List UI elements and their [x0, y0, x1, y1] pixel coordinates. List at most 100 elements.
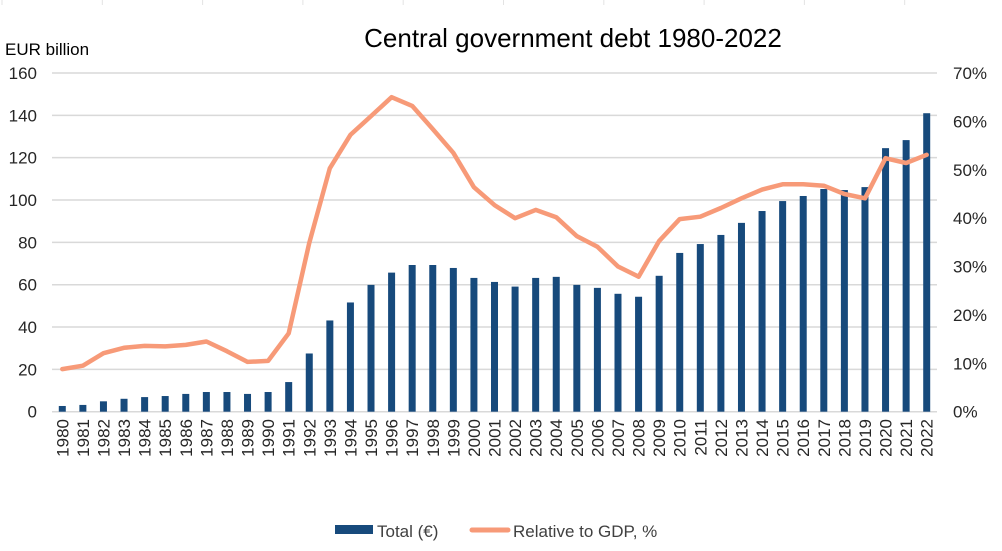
- top-tick-marks: [1, 0, 906, 5]
- bar-2022: [923, 113, 931, 412]
- bar-2017: [820, 189, 828, 412]
- bar-2012: [717, 234, 725, 412]
- x-tick-label: 2015: [774, 419, 793, 457]
- bar-1983: [120, 398, 128, 412]
- bar-2014: [758, 211, 766, 412]
- x-tick-label: 1986: [177, 419, 196, 457]
- x-tick-label: 1997: [403, 419, 422, 457]
- y2-tick-label: 0%: [953, 403, 978, 422]
- y2-tick-label: 50%: [953, 161, 987, 180]
- bar-2013: [737, 222, 745, 412]
- x-tick-label: 2021: [897, 419, 916, 457]
- y-tick-label: 120: [9, 149, 37, 168]
- x-tick-label: 2002: [506, 419, 525, 457]
- y-tick-label: 100: [9, 191, 37, 210]
- x-tick-label: 1996: [383, 419, 402, 457]
- bar-2019: [861, 187, 869, 412]
- bar-1992: [305, 353, 313, 412]
- bar-2011: [696, 244, 704, 412]
- bar-1999: [449, 267, 457, 412]
- x-tick-label: 1990: [259, 419, 278, 457]
- y-tick-label: 40: [18, 318, 37, 337]
- x-axis-ticks: 1980 1981 1982 1983 1984 1985 1986 1987 1988 1989…: [53, 419, 936, 457]
- y-tick-label: 20: [18, 360, 37, 379]
- bar-2008: [635, 296, 643, 412]
- x-tick-label: 1993: [321, 419, 340, 457]
- y2-tick-label: 20%: [953, 306, 987, 325]
- bar-1997: [408, 265, 416, 412]
- x-tick-label: 1987: [197, 419, 216, 457]
- y-tick-label: 140: [9, 106, 37, 125]
- y-tick-label: 0: [28, 403, 37, 422]
- legend-swatch-total: [335, 525, 373, 534]
- x-tick-label: 1983: [115, 419, 134, 457]
- left-axis-ticks: 0 20 40 60 80 100 120 140 160: [9, 64, 37, 422]
- bar-1994: [346, 302, 354, 412]
- x-tick-label: 2011: [691, 419, 710, 456]
- x-tick-label: 2004: [547, 419, 566, 457]
- x-tick-label: 2014: [753, 419, 772, 457]
- x-tick-label: 2001: [486, 419, 505, 457]
- bar-2016: [799, 195, 807, 412]
- x-tick-label: 1992: [300, 419, 319, 457]
- bar-2003: [532, 277, 540, 412]
- y2-tick-label: 70%: [953, 64, 987, 83]
- x-tick-label: 2020: [877, 419, 896, 457]
- x-tick-label: 2022: [918, 419, 937, 457]
- bar-2002: [511, 286, 519, 412]
- bar-2007: [614, 293, 622, 412]
- bar-2001: [491, 281, 498, 412]
- y2-tick-label: 10%: [953, 354, 987, 373]
- x-tick-label: 1984: [136, 419, 155, 457]
- bar-1989: [244, 393, 252, 412]
- x-tick-label: 1985: [156, 419, 175, 457]
- bar-1986: [182, 393, 190, 412]
- x-tick-label: 2008: [630, 419, 649, 457]
- x-tick-label: 2003: [527, 419, 546, 457]
- bar-2005: [573, 284, 581, 412]
- x-tick-label: 2018: [835, 419, 854, 457]
- bar-2018: [840, 190, 848, 412]
- y-tick-label: 160: [9, 64, 37, 83]
- x-tick-label: 2012: [712, 419, 731, 457]
- x-tick-label: 1994: [341, 419, 360, 457]
- bar-2010: [676, 252, 684, 412]
- chart-title: Central government debt 1980-2022: [364, 23, 782, 53]
- x-tick-label: 1998: [424, 419, 443, 457]
- bar-2004: [552, 276, 560, 412]
- x-tick-label: 2009: [650, 419, 669, 457]
- y-tick-label: 60: [18, 276, 37, 295]
- bar-2006: [593, 287, 601, 412]
- line-series-gdp: [60, 94, 929, 372]
- x-tick-label: 1999: [444, 419, 463, 457]
- legend: Total (€) Relative to GDP, %: [335, 522, 657, 541]
- x-tick-label: 2006: [588, 419, 607, 457]
- right-axis-ticks: 0% 10% 20% 30% 40% 50% 60% 70%: [953, 64, 987, 422]
- x-tick-label: 2000: [465, 419, 484, 457]
- x-tick-label: 2017: [815, 419, 834, 457]
- x-tick-label: 2016: [794, 419, 813, 457]
- legend-label-gdp: Relative to GDP, %: [513, 522, 657, 541]
- bar-1988: [223, 392, 231, 412]
- y2-tick-label: 60%: [953, 112, 987, 131]
- bar-1984: [141, 397, 149, 412]
- bar-series-total: [58, 113, 931, 412]
- x-tick-label: 1991: [280, 419, 299, 457]
- bar-1990: [264, 392, 272, 412]
- bar-1981: [79, 404, 87, 412]
- bar-1980: [58, 405, 66, 412]
- x-tick-label: 2007: [609, 419, 628, 457]
- bar-1993: [326, 320, 334, 412]
- bar-2015: [779, 201, 787, 412]
- x-tick-label: 1981: [74, 419, 93, 457]
- bar-1987: [202, 392, 210, 412]
- bar-2000: [470, 277, 478, 412]
- bar-1985: [161, 396, 169, 412]
- bar-1982: [99, 401, 107, 412]
- x-tick-label: 2010: [671, 419, 690, 457]
- x-tick-label: 2019: [856, 419, 875, 457]
- bar-2021: [902, 140, 910, 412]
- x-tick-label: 2013: [732, 419, 751, 457]
- x-tick-label: 1995: [362, 419, 381, 457]
